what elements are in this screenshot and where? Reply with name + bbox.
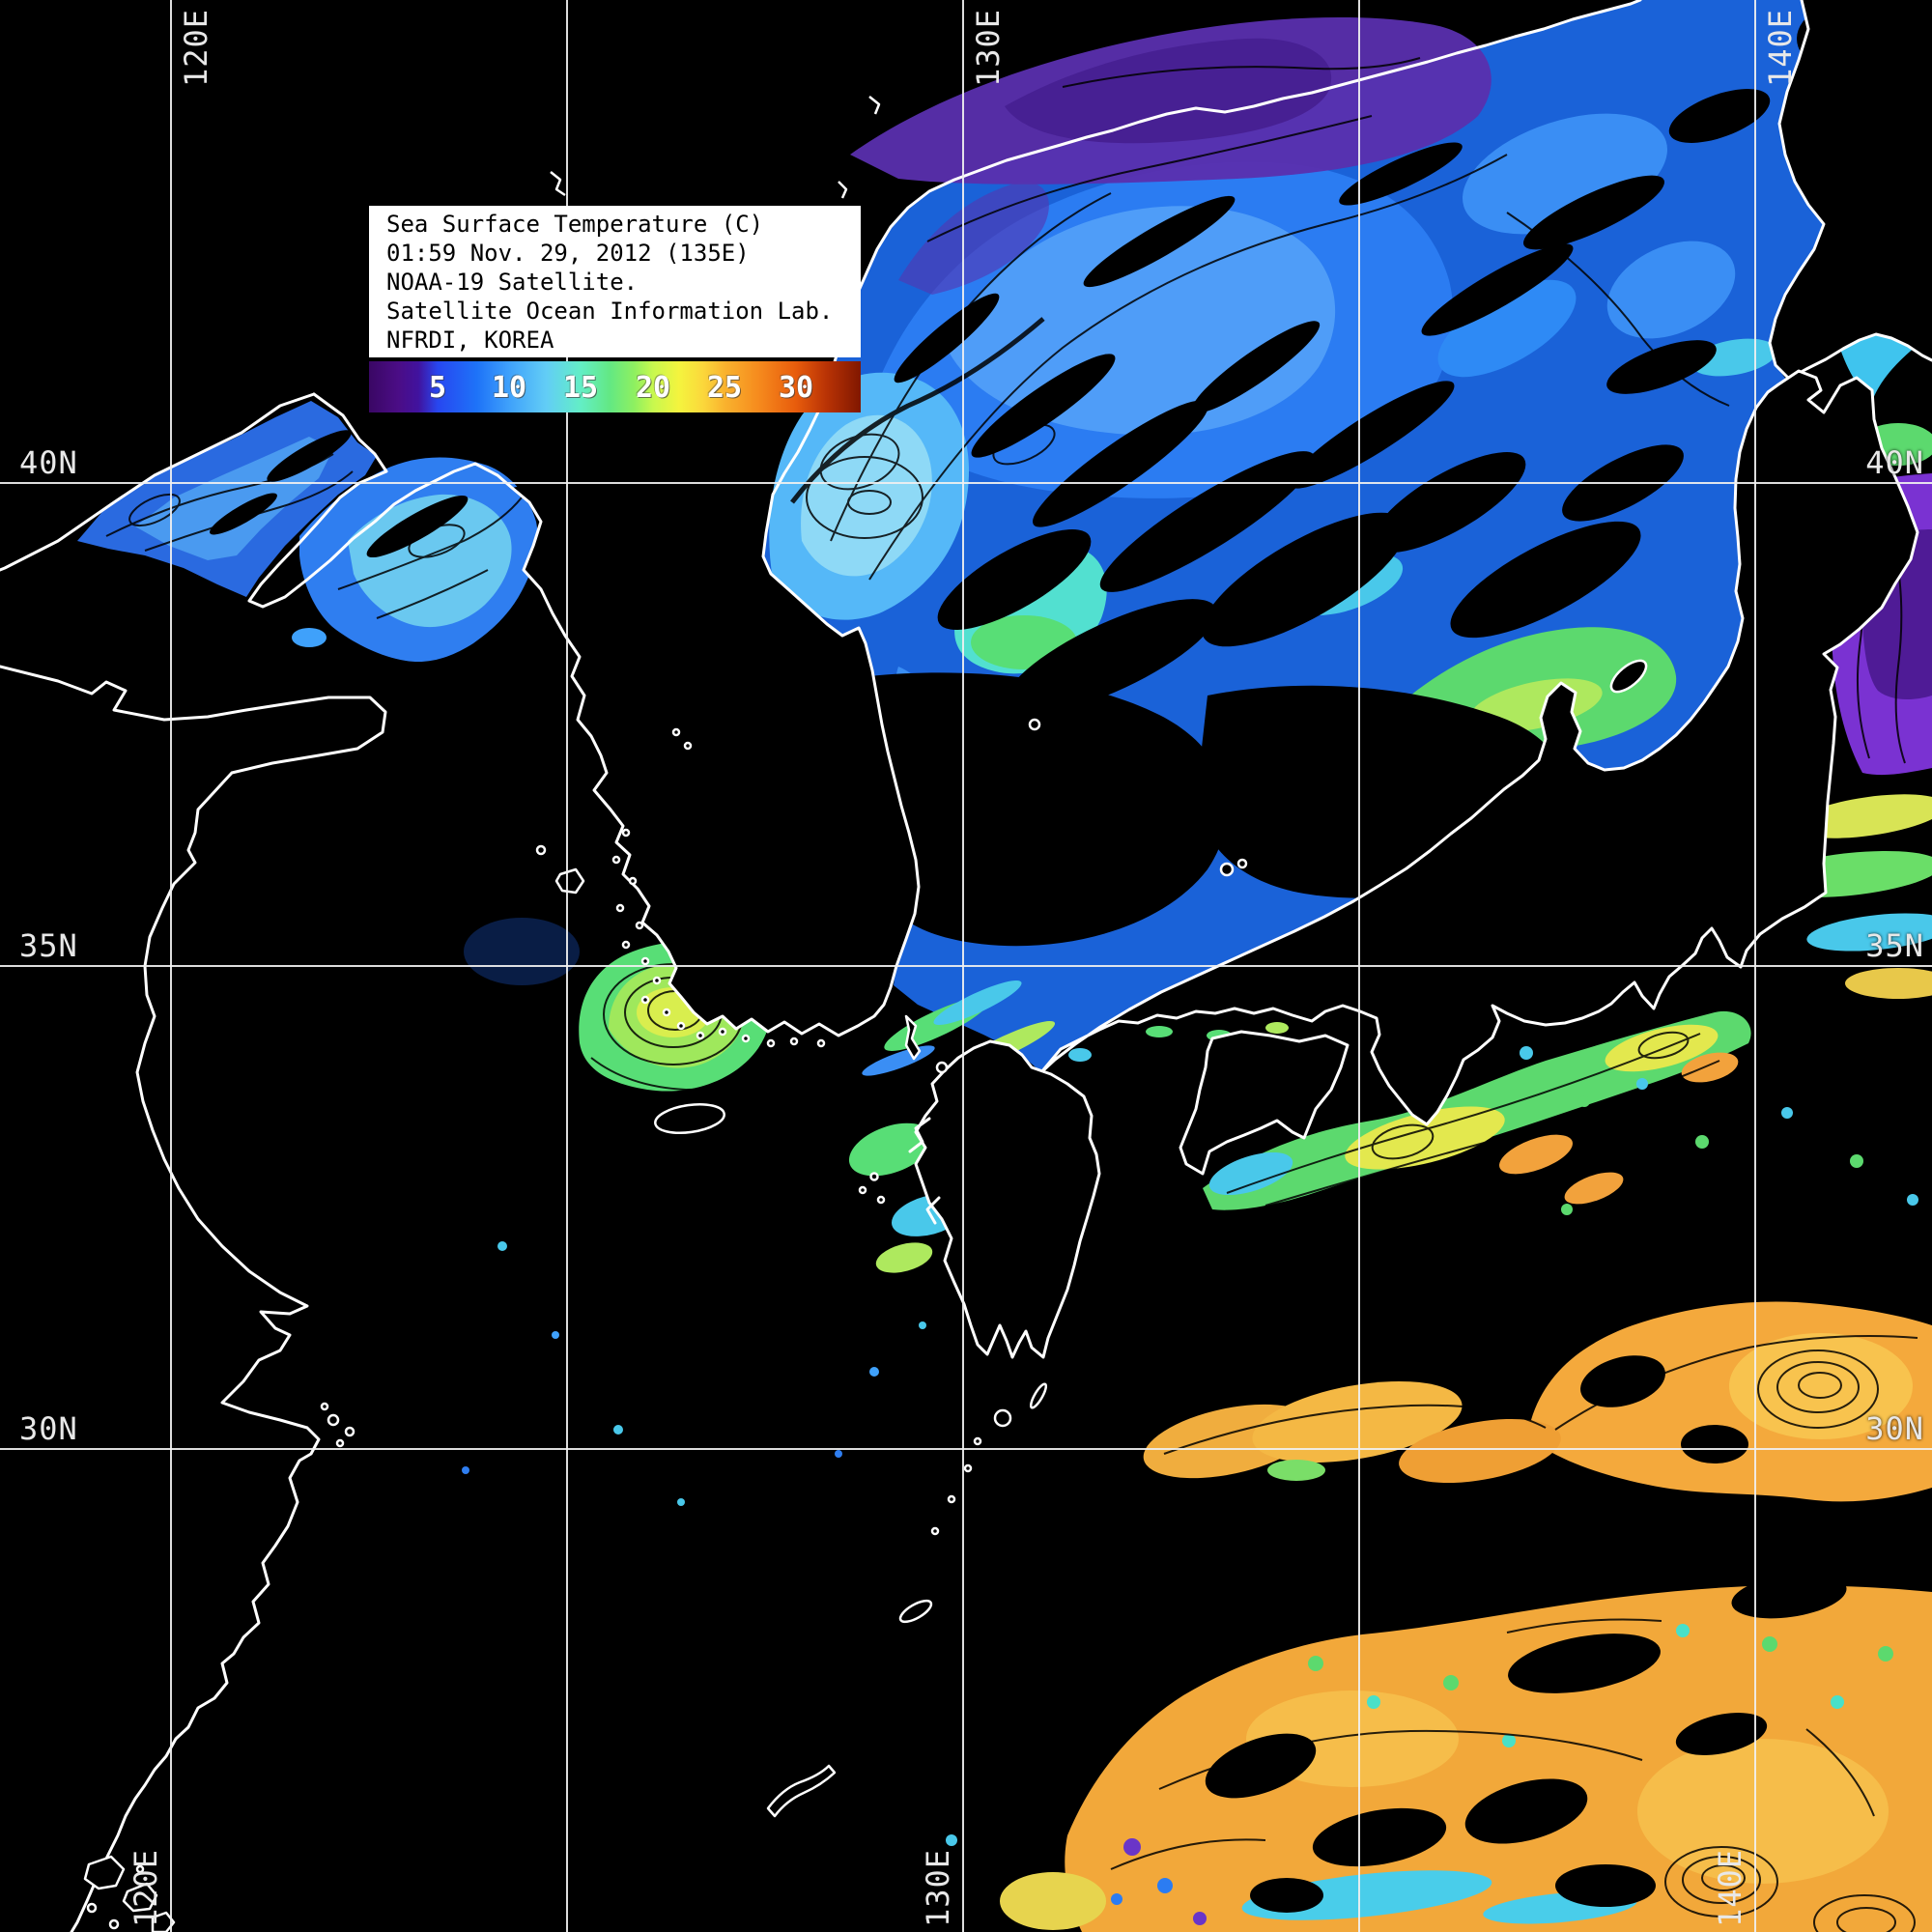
parallel-label-right-35n: 35N [1865,927,1924,964]
colorbar-tick-15: 15 [562,371,599,405]
coastline-honshu [1039,369,1919,1126]
island-tanegashima [1029,1382,1048,1409]
parallel-label-right-30n: 30N [1865,1410,1924,1447]
gridline-parallel-30n [0,1448,1932,1450]
island-west-korea [554,867,585,895]
coastline-hokkaido [1768,0,1932,381]
meridian-label-top-130e: 130E [970,8,1007,87]
gridline-parallel-40n [0,482,1932,484]
legend-title: Sea Surface Temperature (C) [386,211,764,238]
coastline-shikoku [1179,1030,1350,1176]
islands [83,96,1648,1932]
coastline-china-east [0,665,387,1932]
parallel-label-left-35n: 35N [19,927,78,964]
island-ulleungdo [1028,718,1041,731]
coastline-china-bohai [0,392,316,572]
meridian-label-bottom-120e: 120E [128,1848,164,1927]
island-amami [898,1599,933,1624]
coastline-kyushu [914,1039,1101,1359]
meridian-label-bottom-130e: 130E [920,1848,956,1927]
colorbar-tick-20: 20 [635,371,671,405]
meridian-label-bottom-140e: 140E [1712,1848,1748,1927]
island-sado [1609,659,1648,694]
colorbar: 5 10 15 20 25 30 [369,361,861,412]
legend-agency: NFRDI, KOREA [386,327,554,354]
land-fills [512,0,1932,1036]
parallel-label-left-30n: 30N [19,1410,78,1447]
island-yakushima [993,1408,1012,1428]
colorbar-tick-30: 30 [778,371,814,405]
legend-lab: Satellite Ocean Information Lab. [386,298,834,325]
island-okinawa [766,1764,837,1818]
legend-datetime: 01:59 Nov. 29, 2012 (135E) [386,240,750,267]
parallel-label-right-40n: 40N [1865,444,1924,481]
colorbar-tick-25: 25 [706,371,743,405]
coastline-korea-mainland [247,0,1642,1037]
island-jeju [654,1103,725,1134]
colorbar-tick-5: 5 [428,371,447,405]
gridline-parallel-35n [0,965,1932,967]
meridian-label-top-140e: 140E [1762,8,1799,87]
island-tsushima [904,1014,922,1061]
island-oki [1219,862,1235,877]
legend-panel: Sea Surface Temperature (C) 01:59 Nov. 2… [369,206,861,357]
legend-satellite: NOAA-19 Satellite. [386,269,639,296]
contour-lines [105,57,1918,1932]
island-iki [935,1061,949,1074]
colorbar-tick-10: 10 [491,371,527,405]
parallel-label-left-40n: 40N [19,444,78,481]
meridian-label-top-120e: 120E [178,8,214,87]
